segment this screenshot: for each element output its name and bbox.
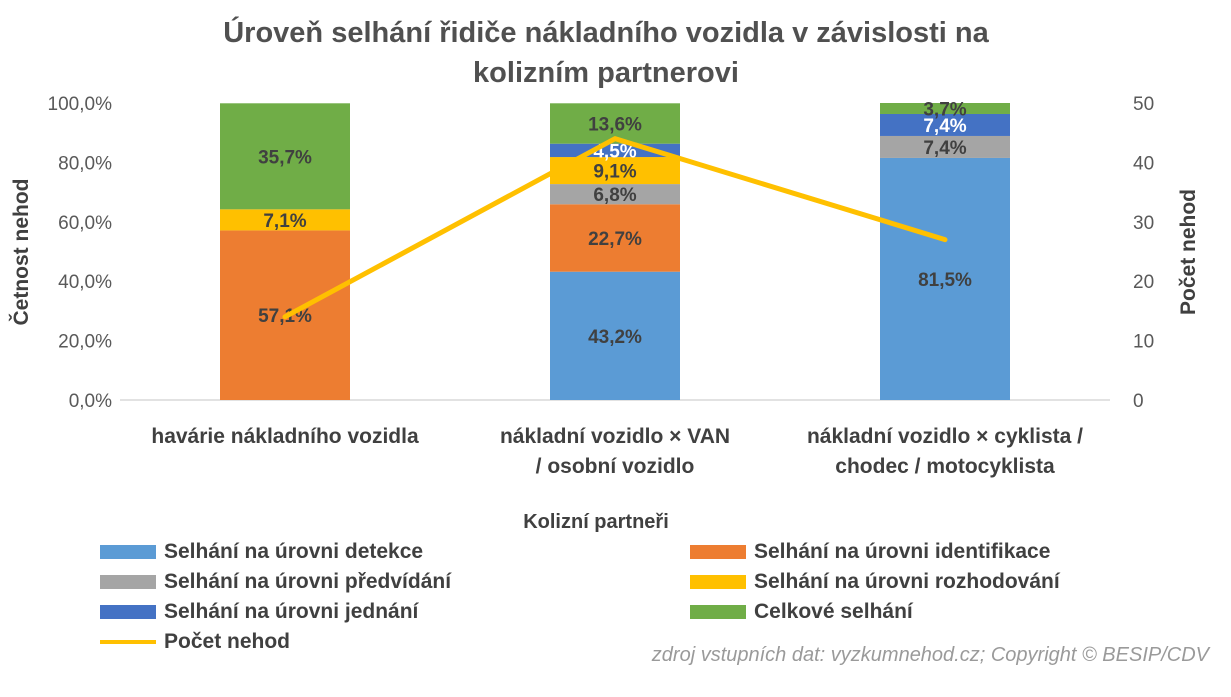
data-label: 81,5%	[918, 270, 972, 291]
legend-item-detekce: Selhání na úrovni detekce	[100, 540, 423, 564]
legend: Selhání na úrovni detekce Selhání na úro…	[100, 540, 1120, 670]
y-tick-label: 40,0%	[58, 272, 112, 293]
legend-label: Selhání na úrovni předvídání	[164, 570, 452, 593]
legend-label: Selhání na úrovni detekce	[164, 540, 424, 563]
legend-label: Selhání na úrovni jednání	[164, 600, 419, 623]
bar-segment	[880, 113, 1010, 136]
legend-swatch	[100, 545, 156, 559]
y-tick-label: 60,0%	[58, 213, 112, 234]
bar-segment	[550, 184, 680, 205]
bar-segment	[220, 103, 350, 210]
y2-tick-label: 0	[1133, 391, 1144, 412]
y-tick-label: 20,0%	[58, 332, 112, 353]
y2-tick-label: 50	[1133, 94, 1154, 115]
legend-swatch	[690, 575, 746, 589]
legend-item-jednani: Selhání na úrovni jednání	[100, 600, 418, 624]
data-label: 7,4%	[923, 116, 966, 137]
y-tick-label: 100,0%	[48, 94, 113, 115]
legend-swatch	[690, 545, 746, 559]
category-label: nákladní vozidlo × VAN	[500, 425, 730, 448]
y2-tick-label: 10	[1133, 332, 1154, 353]
legend-label: Celkové selhání	[754, 600, 913, 623]
legend-item-rozhodovani: Selhání na úrovni rozhodování	[690, 570, 1060, 594]
bar-segment	[880, 103, 1010, 114]
legend-item-celkove: Celkové selhání	[690, 600, 913, 624]
chart-title-line-1: Úroveň selhání řidiče nákladního vozidla…	[223, 15, 989, 49]
data-label: 43,2%	[588, 327, 642, 348]
legend-label: Selhání na úrovni rozhodování	[754, 570, 1060, 593]
bar-segment	[880, 157, 1010, 400]
y-axis-title: Četnost nehod	[9, 179, 33, 326]
data-label: 13,6%	[588, 114, 642, 135]
y2-tick-label: 40	[1133, 153, 1154, 174]
legend-label: Počet nehod	[164, 630, 291, 653]
y2-tick-label: 20	[1133, 272, 1154, 293]
bar-segment	[880, 135, 1010, 158]
line-pocet-nehod	[282, 136, 948, 320]
legend-label: Selhání na úrovni identifikace	[754, 540, 1051, 563]
category-label: havárie nákladního vozidla	[151, 425, 419, 448]
bar-segment	[550, 271, 680, 400]
legend-item-pocet-nehod: Počet nehod	[100, 630, 290, 654]
category-label: chodec / motocyklista	[835, 455, 1055, 478]
y2-axis-title: Počet nehod	[1177, 189, 1200, 315]
data-label: 22,7%	[588, 229, 642, 250]
data-label: 3,7%	[923, 99, 966, 120]
data-label: 35,7%	[258, 147, 312, 168]
data-label: 7,4%	[923, 138, 966, 159]
y-tick-label: 0,0%	[69, 391, 112, 412]
bar-segment	[220, 209, 350, 231]
legend-line-swatch	[100, 640, 156, 644]
source-note: zdroj vstupních dat: vyzkumnehod.cz; Cop…	[651, 644, 1209, 666]
y2-tick-label: 30	[1133, 213, 1154, 234]
bar-segment	[550, 204, 680, 272]
legend-swatch	[690, 605, 746, 619]
data-label: 9,1%	[593, 162, 636, 183]
x-axis-title: Kolizní partneři	[523, 511, 669, 533]
y-tick-label: 80,0%	[58, 153, 112, 174]
legend-item-predvidani: Selhání na úrovni předvídání	[100, 570, 451, 594]
legend-item-identifikace: Selhání na úrovni identifikace	[690, 540, 1050, 564]
data-label: 7,1%	[263, 211, 306, 232]
category-label: nákladní vozidlo × cyklista /	[807, 425, 1083, 448]
data-label: 6,8%	[593, 185, 636, 206]
category-label: / osobní vozidlo	[536, 455, 695, 478]
chart-title-line-2: kolizním partnerovi	[473, 57, 739, 89]
legend-swatch	[100, 575, 156, 589]
legend-swatch	[100, 605, 156, 619]
